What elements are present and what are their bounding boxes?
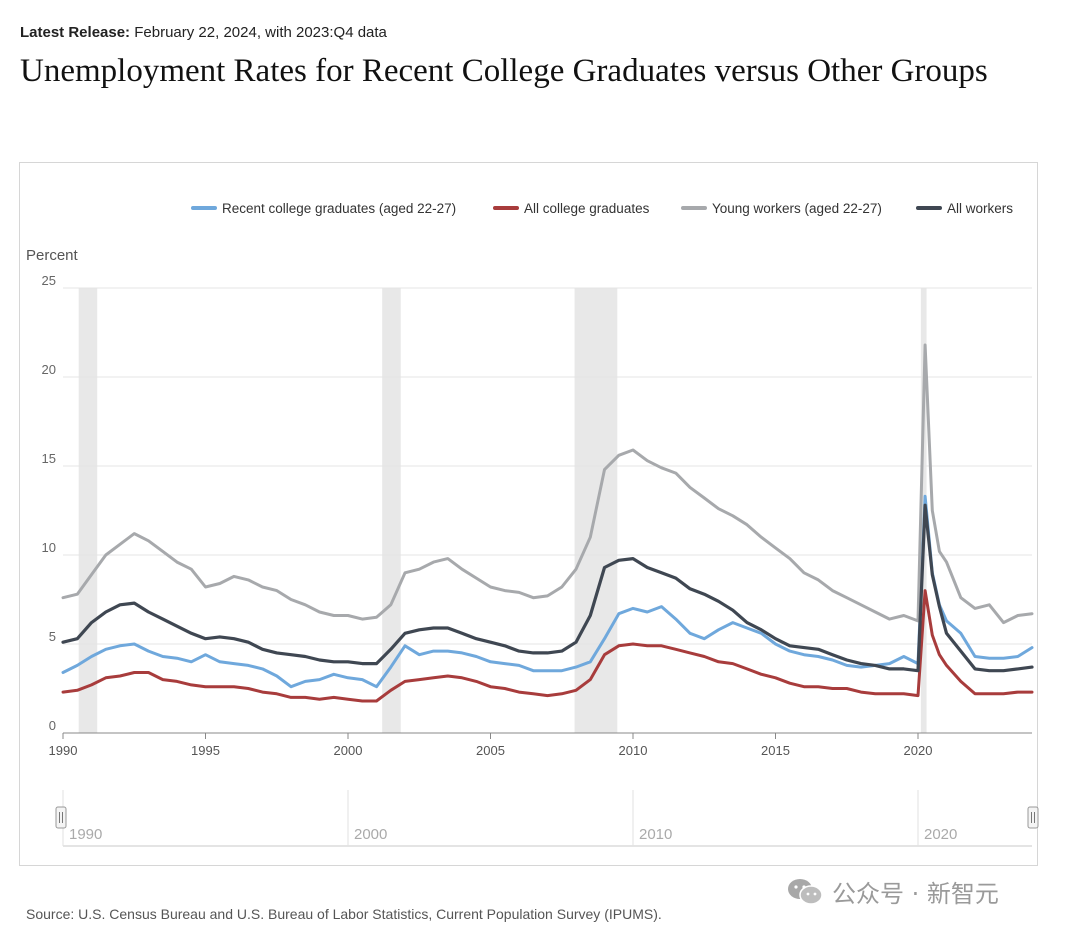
series-line-1 xyxy=(61,589,1034,703)
series-line-3 xyxy=(61,503,1034,673)
release-label: Latest Release: xyxy=(20,24,131,41)
handle-body xyxy=(55,806,67,829)
page-title: Unemployment Rates for Recent College Gr… xyxy=(20,53,988,89)
y-tick-label-25: 25 xyxy=(42,273,56,288)
y-tick-label-0: 0 xyxy=(49,718,56,733)
navigator-left-handle[interactable] xyxy=(55,806,67,829)
release-line: Latest Release: February 22, 2024, with … xyxy=(20,24,387,41)
chart-frame xyxy=(19,162,1038,866)
watermark: 公众号 · 新智元 xyxy=(786,874,999,909)
navigator-label-1990: 1990 xyxy=(69,826,102,843)
y-axis-label: Percent xyxy=(26,247,79,264)
recession-band-0 xyxy=(78,288,98,733)
x-tick-label-2020: 2020 xyxy=(904,743,933,758)
navigator-label-2010: 2010 xyxy=(639,826,672,843)
x-tick-label-2000: 2000 xyxy=(334,743,363,758)
legend-label-0: Recent college graduates (aged 22-27) xyxy=(222,201,456,216)
series-line-2 xyxy=(61,343,1034,625)
y-tick-label-5: 5 xyxy=(49,629,56,644)
y-tick-label-15: 15 xyxy=(42,451,56,466)
x-tick-label-2010: 2010 xyxy=(619,743,648,758)
recession-band-1 xyxy=(382,288,401,733)
navigator-right-handle[interactable] xyxy=(1027,806,1039,829)
handle-body xyxy=(1027,806,1039,829)
release-date: February 22, 2024, with 2023:Q4 data xyxy=(134,24,387,41)
y-tick-label-10: 10 xyxy=(42,540,56,555)
x-tick-label-2015: 2015 xyxy=(761,743,790,758)
x-tick-label-2005: 2005 xyxy=(476,743,505,758)
watermark-text: 公众号 · 新智元 xyxy=(832,880,999,908)
navigator-label-2000: 2000 xyxy=(354,826,387,843)
wechat-icon xyxy=(788,878,823,905)
source-note: Source: U.S. Census Bureau and U.S. Bure… xyxy=(26,906,662,922)
x-tick-label-1990: 1990 xyxy=(49,743,78,758)
series-line-0 xyxy=(61,494,1034,689)
navigator-label-2020: 2020 xyxy=(924,826,957,843)
x-tick-label-1995: 1995 xyxy=(191,743,220,758)
legend-label-1: All college graduates xyxy=(524,201,650,216)
legend-label-3: All workers xyxy=(947,201,1013,216)
legend-label-2: Young workers (aged 22-27) xyxy=(712,201,882,216)
y-tick-label-20: 20 xyxy=(42,362,56,377)
